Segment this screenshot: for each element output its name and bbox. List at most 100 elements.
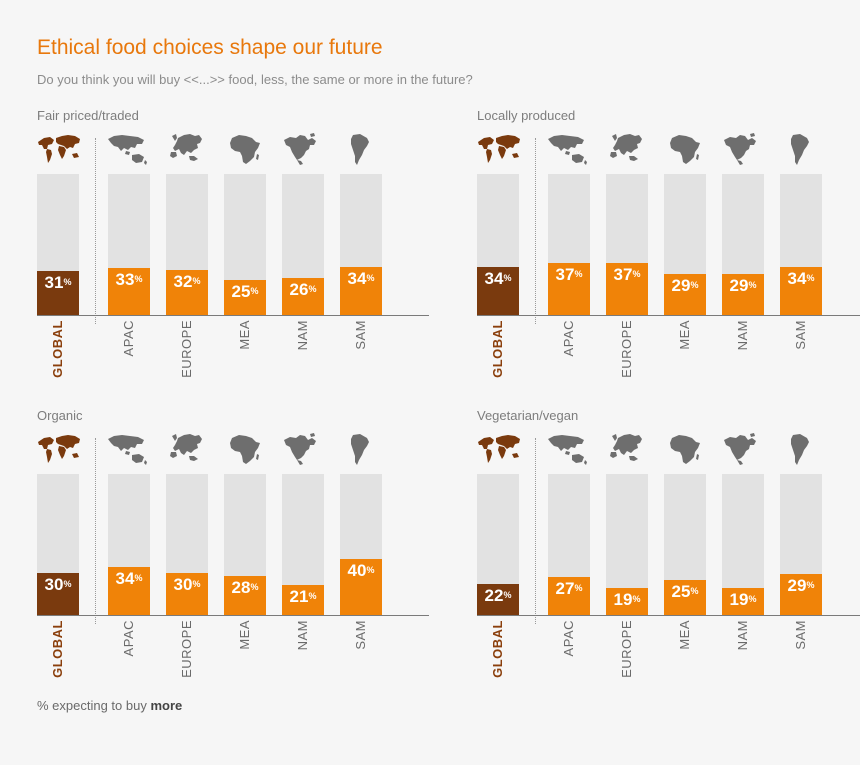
bar: 33% bbox=[108, 268, 150, 315]
data-label-value: 29 bbox=[729, 276, 749, 295]
category-label: EUROPE bbox=[619, 320, 634, 378]
europe-map-icon bbox=[170, 434, 202, 461]
data-label: 33% bbox=[108, 271, 150, 289]
category-label: NAM bbox=[295, 620, 310, 651]
data-label-unit: % bbox=[366, 565, 375, 575]
europe-map-icon bbox=[170, 134, 202, 161]
data-label-unit: % bbox=[503, 273, 512, 283]
data-label-unit: % bbox=[503, 590, 512, 600]
category-label: GLOBAL bbox=[490, 320, 505, 378]
bar-column-global: 31% GLOBAL bbox=[37, 108, 80, 388]
global-divider bbox=[535, 438, 536, 624]
data-label-value: 34 bbox=[787, 269, 807, 288]
data-label: 21% bbox=[282, 588, 324, 606]
data-label-unit: % bbox=[250, 286, 259, 296]
data-label: 25% bbox=[664, 583, 706, 601]
category-label: NAM bbox=[735, 620, 750, 651]
bar: 29% bbox=[780, 574, 822, 615]
data-label: 26% bbox=[282, 281, 324, 299]
data-label: 19% bbox=[722, 591, 764, 609]
bar-track: 31% bbox=[37, 174, 79, 315]
data-label: 37% bbox=[606, 266, 648, 284]
data-label-unit: % bbox=[574, 269, 583, 279]
bar-column-sam: 34% SAM bbox=[780, 108, 822, 388]
bar-column-apac: 33% APAC bbox=[108, 108, 150, 388]
world-map-icon bbox=[478, 135, 520, 163]
africa-map-icon bbox=[670, 435, 700, 464]
data-label: 29% bbox=[780, 577, 822, 595]
chart-title: Vegetarian/vegan bbox=[477, 408, 579, 423]
footnote-prefix: % expecting to buy bbox=[37, 698, 151, 713]
bar-column-nam: 19% NAM bbox=[722, 408, 764, 688]
bar-column-mea: 29% MEA bbox=[664, 108, 706, 388]
data-label: 22% bbox=[477, 587, 519, 605]
category-label: NAM bbox=[295, 320, 310, 351]
bar: 34% bbox=[340, 267, 382, 315]
category-label: GLOBAL bbox=[490, 620, 505, 678]
category-label: NAM bbox=[735, 320, 750, 351]
category-label: EUROPE bbox=[179, 620, 194, 678]
bar-track: 37% bbox=[606, 174, 648, 315]
asia-pacific-map-icon bbox=[548, 135, 587, 165]
bar: 37% bbox=[548, 263, 590, 315]
bar-track: 29% bbox=[780, 474, 822, 615]
category-label: EUROPE bbox=[179, 320, 194, 378]
bar-column-europe: 19% EUROPE bbox=[606, 408, 648, 688]
bar-column-apac: 34% APAC bbox=[108, 408, 150, 688]
bar-column-mea: 25% MEA bbox=[664, 408, 706, 688]
bar-track: 25% bbox=[224, 174, 266, 315]
data-label-value: 26 bbox=[289, 280, 309, 299]
data-label-unit: % bbox=[63, 277, 72, 287]
data-label: 19% bbox=[606, 591, 648, 609]
category-label: APAC bbox=[121, 620, 136, 657]
data-label-unit: % bbox=[632, 269, 641, 279]
bar: 34% bbox=[477, 267, 519, 315]
category-label: APAC bbox=[561, 320, 576, 357]
data-label: 30% bbox=[166, 576, 208, 594]
bar: 29% bbox=[722, 274, 764, 315]
north-america-map-icon bbox=[284, 433, 316, 465]
category-label: SAM bbox=[353, 320, 368, 350]
data-label-unit: % bbox=[192, 276, 201, 286]
chart-title: Fair priced/traded bbox=[37, 108, 139, 123]
bar-column-global: 34% GLOBAL bbox=[477, 108, 520, 388]
category-label: MEA bbox=[677, 320, 692, 350]
data-label-value: 30 bbox=[173, 575, 193, 594]
bar-track: 40% bbox=[340, 474, 382, 615]
data-label-value: 25 bbox=[671, 582, 691, 601]
data-label: 37% bbox=[548, 266, 590, 284]
chart-panel: Vegetarian/vegan 22% GLOBAL 27% APAC 19% EUROP… bbox=[477, 408, 860, 688]
bar-track: 27% bbox=[548, 474, 590, 615]
chart-title: Organic bbox=[37, 408, 83, 423]
data-label-value: 19 bbox=[613, 590, 633, 609]
data-label-unit: % bbox=[134, 274, 143, 284]
bar: 34% bbox=[780, 267, 822, 315]
bar-column-apac: 27% APAC bbox=[548, 408, 590, 688]
bar: 19% bbox=[606, 588, 648, 615]
data-label-value: 29 bbox=[671, 276, 691, 295]
data-label-unit: % bbox=[308, 591, 317, 601]
chart-panel: Locally produced 34% GLOBAL 37% APAC 37% EUROP… bbox=[477, 108, 860, 388]
global-divider bbox=[95, 438, 96, 624]
data-label-value: 34 bbox=[484, 269, 504, 288]
asia-pacific-map-icon bbox=[108, 135, 147, 165]
data-label-value: 32 bbox=[173, 272, 193, 291]
europe-map-icon bbox=[610, 134, 642, 161]
chart-panel: Organic 30% GLOBAL 34% APAC 30% EUROPE 28% MEA 21… bbox=[37, 408, 457, 688]
world-map-icon bbox=[38, 135, 80, 163]
bar-track: 29% bbox=[664, 174, 706, 315]
data-label: 32% bbox=[166, 273, 208, 291]
bar-track: 26% bbox=[282, 174, 324, 315]
data-label-value: 34 bbox=[347, 269, 367, 288]
bar: 26% bbox=[282, 278, 324, 315]
bar-track: 29% bbox=[722, 174, 764, 315]
x-axis-baseline bbox=[37, 315, 429, 316]
south-america-map-icon bbox=[351, 134, 369, 165]
bar: 19% bbox=[722, 588, 764, 615]
data-label: 34% bbox=[780, 270, 822, 288]
bar: 25% bbox=[664, 580, 706, 615]
bar: 32% bbox=[166, 270, 208, 315]
data-label-unit: % bbox=[748, 280, 757, 290]
category-label: APAC bbox=[121, 320, 136, 357]
